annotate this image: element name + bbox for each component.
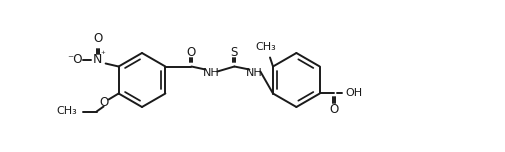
Text: O: O: [93, 32, 102, 45]
Text: ⁻O: ⁻O: [67, 53, 82, 66]
Text: OH: OH: [345, 88, 362, 98]
Text: S: S: [230, 46, 237, 59]
Text: O: O: [328, 103, 338, 116]
Text: NH: NH: [245, 69, 262, 78]
Text: N: N: [93, 53, 102, 66]
Text: CH₃: CH₃: [57, 107, 77, 116]
Text: O: O: [99, 96, 108, 109]
Text: CH₃: CH₃: [255, 43, 276, 52]
Text: O: O: [186, 46, 195, 59]
Text: NH: NH: [203, 69, 219, 78]
Text: ⁺: ⁺: [100, 50, 105, 59]
